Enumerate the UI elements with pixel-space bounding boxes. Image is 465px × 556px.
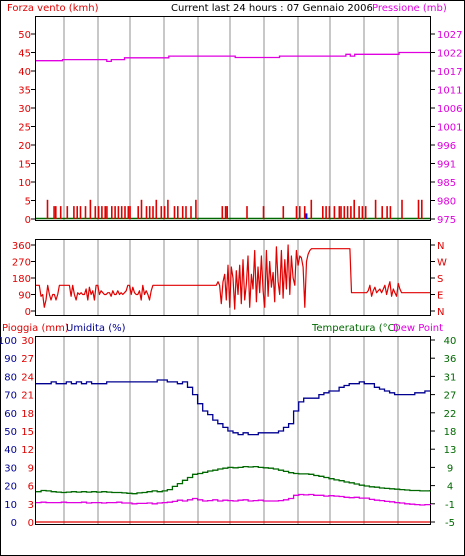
direction-compass-tick-label: N	[437, 241, 444, 252]
wind-axis-label: Forza vento (kmh)	[7, 3, 99, 14]
direction-compass-tick-label: N	[437, 307, 444, 318]
direction-degree-tick-label: 0	[25, 307, 31, 318]
humidity-tick-label: 60	[4, 409, 17, 420]
pressure-tick-label: 1017	[437, 67, 462, 78]
rain-tick-label: 24	[21, 372, 34, 383]
pressure-tick-label: 980	[437, 197, 456, 208]
direction-compass-tick-label: S	[437, 274, 443, 285]
temperature-tick-label: 36	[444, 354, 457, 365]
temperature-tick-label: 22	[444, 409, 457, 420]
humidity-tick-label: 10	[4, 500, 17, 511]
temperature-axis-label: Temperatura (°C)	[311, 323, 399, 334]
direction-degree-tick-label: 180	[12, 274, 31, 285]
wind-speed-tick-label: 5	[25, 197, 31, 208]
humidity-tick-label: 90	[4, 354, 17, 365]
wind-speed-tick-label: 35	[18, 86, 31, 97]
wind-direction-line	[36, 244, 430, 310]
pressure-tick-label: 1006	[437, 104, 462, 115]
temperature-tick-label: -1	[445, 500, 455, 511]
rain-tick-label: 0	[28, 518, 34, 529]
rain-tick-label: 27	[21, 354, 34, 365]
direction-compass-tick-label: E	[437, 291, 443, 302]
wind-speed-tick-label: 10	[18, 178, 31, 189]
humidity-tick-label: 30	[4, 463, 17, 474]
pressure-tick-label: 996	[437, 141, 456, 152]
dewpoint-axis-label: Dew Point	[393, 323, 443, 334]
rain-tick-label: 15	[21, 427, 34, 438]
direction-degree-tick-label: 360	[12, 241, 31, 252]
wind-speed-tick-label: 20	[18, 141, 31, 152]
humidity-axis-label: Umidita (%)	[66, 323, 126, 334]
wind-speed-tick-label: 45	[18, 49, 31, 60]
direction-compass-tick-label: W	[437, 258, 447, 269]
humidity-tick-label: 0	[11, 518, 17, 529]
humidity-tick-label: 20	[4, 482, 17, 493]
humidity-tick-label: 40	[4, 445, 17, 456]
pressure-tick-label: 975	[437, 215, 456, 226]
rain-tick-label: 9	[28, 463, 34, 474]
wind-speed-tick-label: 30	[18, 104, 31, 115]
wind-speed-tick-label: 15	[18, 160, 31, 171]
wind-speed-tick-label: 40	[18, 67, 31, 78]
direction-degree-tick-label: 270	[12, 258, 31, 269]
humidity-tick-label: 50	[4, 427, 17, 438]
rain-axis-label: Pioggia (mm)	[2, 323, 69, 334]
humidity-tick-label: 80	[4, 372, 17, 383]
wind-speed-tick-label: 50	[18, 30, 31, 41]
humidity-line	[36, 379, 430, 436]
pressure-tick-label: 1022	[437, 49, 462, 60]
chart-title: Current last 24 hours : 07 Gennaio 2006	[171, 3, 373, 14]
direction-degree-tick-label: 90	[18, 291, 31, 302]
temperature-tick-label: 40	[444, 336, 457, 347]
wind-pressure-plot-area	[35, 16, 431, 221]
rain-tick-label: 21	[21, 391, 34, 402]
temperature-tick-label: 13	[444, 445, 457, 456]
rain-tick-label: 12	[21, 445, 34, 456]
temperature-tick-label: 31	[444, 372, 457, 383]
pressure-tick-label: 1011	[437, 86, 462, 97]
dewpoint-line	[36, 493, 431, 506]
temperature-tick-label: 18	[444, 427, 457, 438]
temperature-line	[36, 465, 431, 495]
humidity-tick-label: 70	[4, 391, 17, 402]
wind-speed-tick-label: 0	[25, 215, 31, 226]
humidity-tick-label: 100	[0, 336, 17, 347]
temperature-tick-label: 4	[447, 482, 453, 493]
pressure-line	[36, 51, 430, 63]
pressure-axis-label: Pressione (mb)	[372, 3, 447, 14]
temperature-tick-label: 9	[447, 463, 453, 474]
pressure-tick-label: 985	[437, 178, 456, 189]
pressure-tick-label: 1027	[437, 30, 462, 41]
rain-tick-label: 30	[21, 336, 34, 347]
wind-speed-tick-label: 25	[18, 123, 31, 134]
temperature-tick-label: 27	[444, 391, 457, 402]
rain-tick-label: 18	[21, 409, 34, 420]
rain-tick-label: 3	[28, 500, 34, 511]
pressure-tick-label: 991	[437, 160, 456, 171]
pressure-tick-label: 1001	[437, 123, 462, 134]
rain-tick-label: 6	[28, 482, 34, 493]
temperature-tick-label: -5	[445, 518, 455, 529]
